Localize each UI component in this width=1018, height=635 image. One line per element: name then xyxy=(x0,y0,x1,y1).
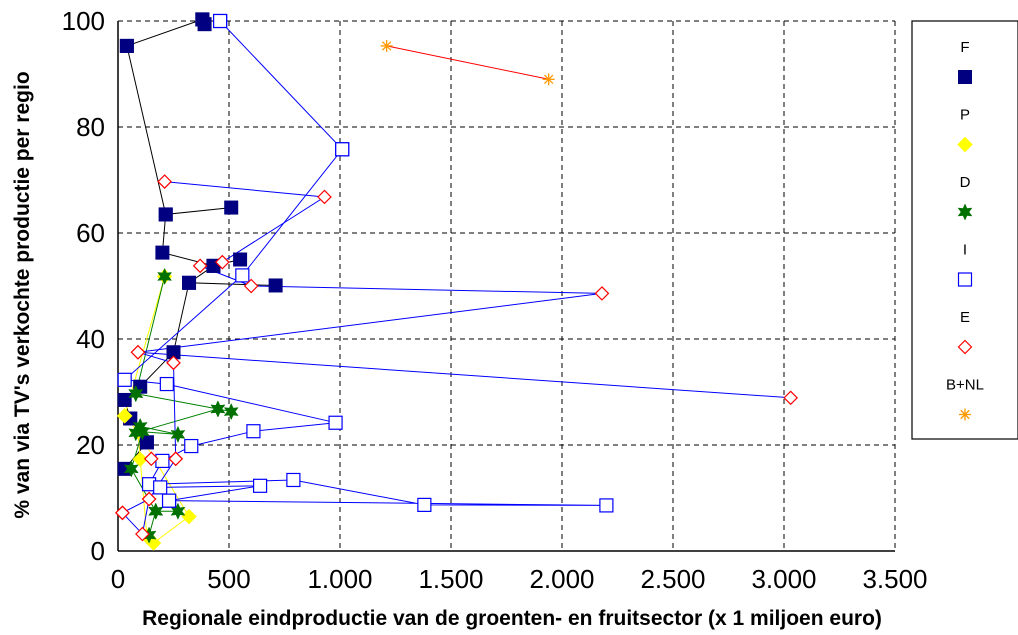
x-tick-label: 2.000 xyxy=(529,564,594,594)
legend-label-e: E xyxy=(960,309,970,326)
legend: F P D I E B+NL xyxy=(911,20,1018,440)
data-point-f xyxy=(233,252,248,267)
x-axis-title: Regionale eindproductie van de groenten-… xyxy=(142,607,882,630)
data-point-e xyxy=(214,254,230,270)
data-point-i xyxy=(599,498,614,513)
data-point-e xyxy=(166,355,181,371)
legend-label-i: I xyxy=(963,242,967,259)
x-tick-label: 3.500 xyxy=(862,564,927,594)
series-line-d xyxy=(130,276,232,536)
data-point-i xyxy=(153,480,168,495)
data-point-i xyxy=(159,376,174,392)
x-axis-ticks: 0 500 1.000 1.500 2.000 2.500 3.000 3.500 xyxy=(111,564,928,594)
series-markers xyxy=(115,12,799,551)
legend-label-f: F xyxy=(960,39,969,56)
data-point-f xyxy=(119,38,134,53)
y-tick-label: 100 xyxy=(62,6,105,36)
data-point-p xyxy=(181,508,197,525)
data-point-f xyxy=(268,278,283,293)
legend-box xyxy=(911,20,1018,440)
data-point-d xyxy=(223,402,239,421)
series-lines xyxy=(122,18,791,544)
x-tick-label: 500 xyxy=(207,564,250,594)
legend-label-d: D xyxy=(960,174,971,191)
data-point-e xyxy=(115,505,130,521)
data-point-i xyxy=(335,142,350,157)
data-point-f xyxy=(158,207,173,222)
data-point-f xyxy=(195,12,210,27)
series-line-b-nl xyxy=(386,45,549,80)
data-point-e xyxy=(157,174,172,189)
series-line-e xyxy=(122,181,791,536)
data-point-b-nl xyxy=(380,39,393,52)
data-point-p xyxy=(132,451,148,468)
data-point-e xyxy=(141,491,157,507)
data-point-e xyxy=(317,189,332,205)
x-tick-label: 0 xyxy=(111,564,125,594)
x-tick-label: 1.000 xyxy=(307,564,372,594)
data-point-i xyxy=(155,453,170,468)
y-tick-label: 20 xyxy=(76,430,105,460)
legend-marker-e xyxy=(957,339,973,355)
data-point-d xyxy=(170,425,186,444)
y-axis-ticks: 0 20 40 60 80 100 xyxy=(62,6,105,566)
plot-frame xyxy=(117,20,896,552)
y-tick-label: 80 xyxy=(76,112,105,142)
legend-marker-i xyxy=(957,272,973,287)
legend-label-p: P xyxy=(960,107,970,124)
y-tick-label: 40 xyxy=(76,324,105,354)
data-point-i xyxy=(161,493,177,508)
data-point-d xyxy=(157,267,173,286)
legend-marker-b-nl xyxy=(959,408,971,421)
data-point-d xyxy=(128,384,144,403)
data-point-e xyxy=(143,451,159,467)
series-line-f xyxy=(124,18,276,470)
data-point-f xyxy=(155,245,170,260)
data-point-i xyxy=(328,415,343,430)
y-tick-label: 0 xyxy=(91,536,105,566)
data-point-b-nl xyxy=(542,73,555,86)
legend-label-b-nl: B+NL xyxy=(946,377,984,394)
data-point-e xyxy=(130,344,146,360)
data-point-d xyxy=(123,460,139,478)
data-point-i xyxy=(117,372,132,387)
x-tick-label: 2.500 xyxy=(640,564,705,594)
data-point-e xyxy=(168,451,184,467)
data-point-e xyxy=(243,278,259,294)
series-line-p xyxy=(124,276,190,544)
data-point-e xyxy=(192,258,208,274)
y-tick-label: 60 xyxy=(76,218,105,248)
data-point-i xyxy=(417,497,432,512)
x-tick-label: 3.000 xyxy=(751,564,816,594)
data-point-i xyxy=(235,268,250,283)
legend-marker-p xyxy=(957,136,973,153)
data-point-d xyxy=(210,400,226,418)
data-point-f xyxy=(182,275,197,290)
data-point-f xyxy=(139,435,154,450)
data-point-f xyxy=(224,200,239,215)
data-point-i xyxy=(252,478,268,493)
legend-marker-d xyxy=(957,203,973,221)
legend-marker-f xyxy=(958,70,972,84)
y-axis-title: % van via TV's verkochte productie per r… xyxy=(11,71,34,518)
data-point-i xyxy=(286,472,301,488)
data-point-e xyxy=(594,286,610,301)
data-point-d xyxy=(134,423,150,441)
data-point-e xyxy=(783,390,799,406)
data-point-f xyxy=(117,392,132,407)
data-point-i xyxy=(246,424,261,439)
data-point-i xyxy=(213,13,228,29)
x-tick-label: 1.500 xyxy=(418,564,483,594)
data-point-i xyxy=(184,438,199,454)
data-point-e xyxy=(135,526,150,542)
data-point-p xyxy=(116,408,133,424)
grid xyxy=(118,21,895,551)
